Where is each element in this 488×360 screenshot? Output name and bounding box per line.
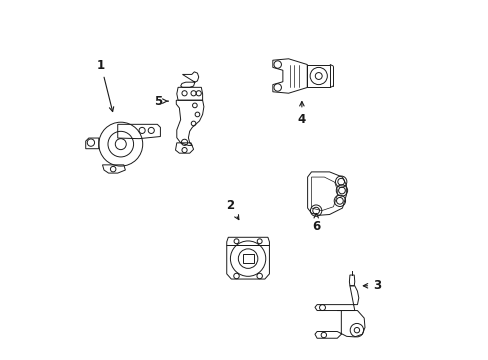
Text: 4: 4 [297, 102, 305, 126]
Text: 2: 2 [225, 199, 238, 220]
Text: 3: 3 [363, 279, 381, 292]
Text: 6: 6 [311, 213, 320, 233]
Text: 5: 5 [154, 95, 168, 108]
Text: 1: 1 [97, 59, 114, 112]
